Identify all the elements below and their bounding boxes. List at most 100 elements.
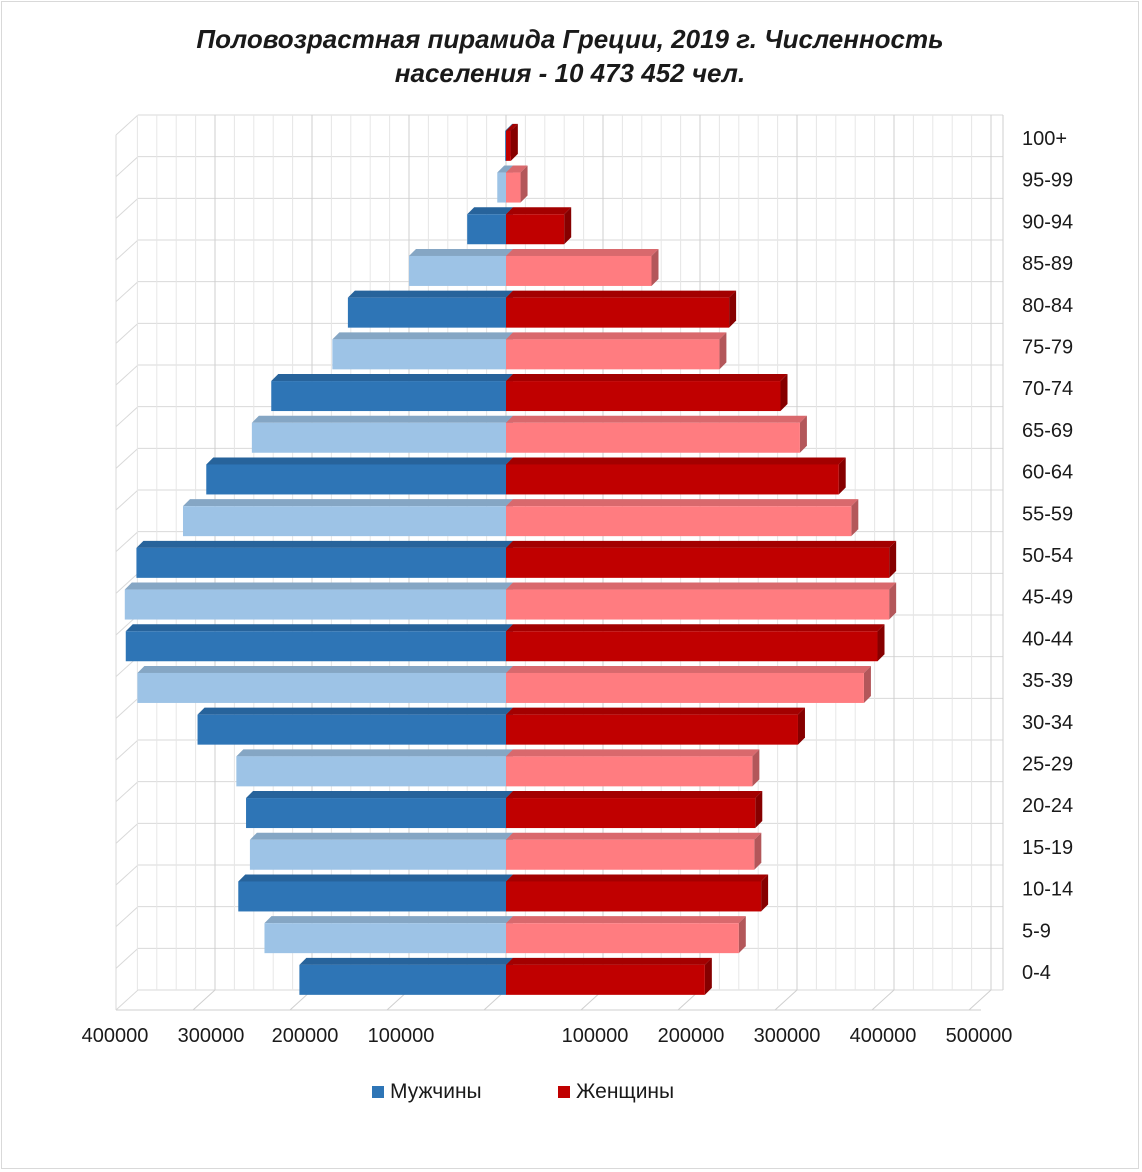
bar-women-15-19-side: [754, 832, 762, 870]
bar-women-50-54-side: [889, 540, 897, 578]
bar-men-65-69: [251, 415, 514, 453]
bar-men-50-54-front: [136, 547, 506, 578]
bar-men-50-54-top: [136, 540, 513, 548]
chart-title: Половозрастная пирамида Греции, 2019 г. …: [120, 22, 1020, 90]
bar-women-100+-top: [506, 123, 518, 131]
bar-men-20-24-top: [246, 791, 514, 799]
gridline-side: [115, 114, 139, 136]
bar-women-85-89-side: [651, 248, 659, 286]
category-label: 60-64: [1022, 462, 1073, 484]
bar-women-95-99-top: [506, 165, 528, 173]
bar-women-45-49-side: [889, 582, 897, 620]
bar-women-50-54: [506, 540, 897, 578]
bar-men-65-69-top: [251, 415, 514, 423]
legend-item-women: Женщины: [558, 1080, 674, 1104]
category-label: 10-14: [1022, 879, 1073, 901]
bar-women-30-34-side: [797, 707, 805, 745]
legend-item-men: Мужчины: [372, 1080, 482, 1104]
bar-men-85-89-top: [409, 248, 513, 256]
bar-men-85-89-front: [409, 255, 506, 286]
category-label: 0-4: [1022, 962, 1051, 984]
bar-men-15-19-front: [249, 839, 507, 870]
category-label: 80-84: [1022, 295, 1073, 317]
bar-women-5-9: [506, 916, 746, 954]
x-tick-label-right: 100000: [562, 1025, 629, 1047]
bar-women-65-69: [506, 415, 807, 453]
bar-women-45-49-front: [506, 589, 890, 620]
bar-women-30-34-top: [506, 707, 805, 715]
gridline-side: [115, 239, 139, 261]
bar-women-90-94-front: [506, 214, 565, 245]
bar-men-60-64-top: [206, 457, 513, 465]
bar-women-90-94-top: [506, 207, 572, 215]
bar-men-35-39: [137, 665, 513, 703]
bar-men-5-9: [264, 916, 513, 954]
gridline-side: [115, 822, 139, 844]
bar-men-75-79-front: [332, 339, 506, 370]
gridline-side: [115, 364, 139, 386]
bar-women-20-24-side: [755, 791, 763, 829]
category-label: 70-74: [1022, 378, 1073, 400]
bar-men-25-29-front: [236, 756, 506, 787]
bar-men-50-54: [136, 540, 513, 578]
bar-men-100+-front: [505, 130, 506, 161]
bar-men-40-44-front: [125, 631, 506, 662]
bar-men-30-34-front: [197, 714, 507, 745]
gridline-side: [115, 697, 139, 719]
bar-women-40-44-top: [506, 624, 885, 632]
x-tick-label-left: 300000: [178, 1025, 245, 1047]
gridline-side: [115, 864, 139, 886]
bar-women-80-84-top: [506, 290, 737, 298]
gridline-side: [115, 781, 139, 803]
chart-title-line-2: населения - 10 473 452 чел.: [394, 58, 746, 88]
bar-women-25-29-top: [506, 749, 760, 757]
bar-men-25-29: [236, 749, 513, 787]
gridline-side: [115, 447, 139, 469]
bar-women-80-84-side: [729, 290, 737, 328]
category-label: 75-79: [1022, 337, 1073, 359]
bar-men-0-4-top: [299, 957, 513, 965]
category-label: 45-49: [1022, 587, 1073, 609]
bar-women-50-54-front: [506, 547, 890, 578]
bar-men-85-89: [409, 248, 513, 286]
legend-label-women: Женщины: [576, 1080, 675, 1103]
bar-women-60-64-side: [838, 457, 846, 495]
bar-men-30-34-top: [197, 707, 514, 715]
gridline-side: [115, 281, 139, 303]
bar-women-95-99-front: [506, 172, 521, 203]
bar-women-45-49: [506, 582, 897, 620]
gridline-side: [115, 156, 139, 178]
bar-women-60-64: [506, 457, 846, 495]
gridline-side: [115, 906, 139, 928]
bar-women-5-9-side: [738, 916, 746, 954]
bar-women-95-99: [506, 165, 528, 203]
bar-men-90-94-top: [467, 207, 513, 215]
bar-women-15-19-top: [506, 832, 762, 840]
bar-women-75-79: [506, 332, 727, 370]
bar-men-95-99-top: [497, 165, 513, 173]
bar-women-15-19: [506, 832, 762, 870]
gridline-floor: [968, 989, 992, 1011]
category-label: 5-9: [1022, 920, 1051, 942]
gridline-side: [115, 989, 139, 1011]
bar-men-90-94-front: [467, 214, 506, 245]
bar-women-65-69-front: [506, 422, 800, 453]
x-tick-label-left: 100000: [368, 1025, 435, 1047]
bar-men-95-99-front: [497, 172, 506, 203]
bar-men-0-4: [299, 957, 513, 995]
bar-women-60-64-top: [506, 457, 846, 465]
bar-men-45-49-top: [124, 582, 513, 590]
bar-women-65-69-top: [506, 415, 807, 423]
bar-women-55-59: [506, 499, 859, 537]
bar-women-0-4-front: [506, 964, 705, 995]
category-label: 100+: [1022, 128, 1067, 150]
bar-men-5-9-top: [264, 916, 513, 924]
bar-men-70-74-top: [271, 374, 513, 382]
category-label: 85-89: [1022, 253, 1073, 275]
bar-women-0-4-top: [506, 957, 712, 965]
bar-men-80-84-top: [347, 290, 513, 298]
bar-men-10-14: [238, 874, 513, 912]
legend-swatch-men: [372, 1086, 384, 1098]
x-tick-label-right: 300000: [754, 1025, 821, 1047]
gridline-side: [115, 739, 139, 761]
